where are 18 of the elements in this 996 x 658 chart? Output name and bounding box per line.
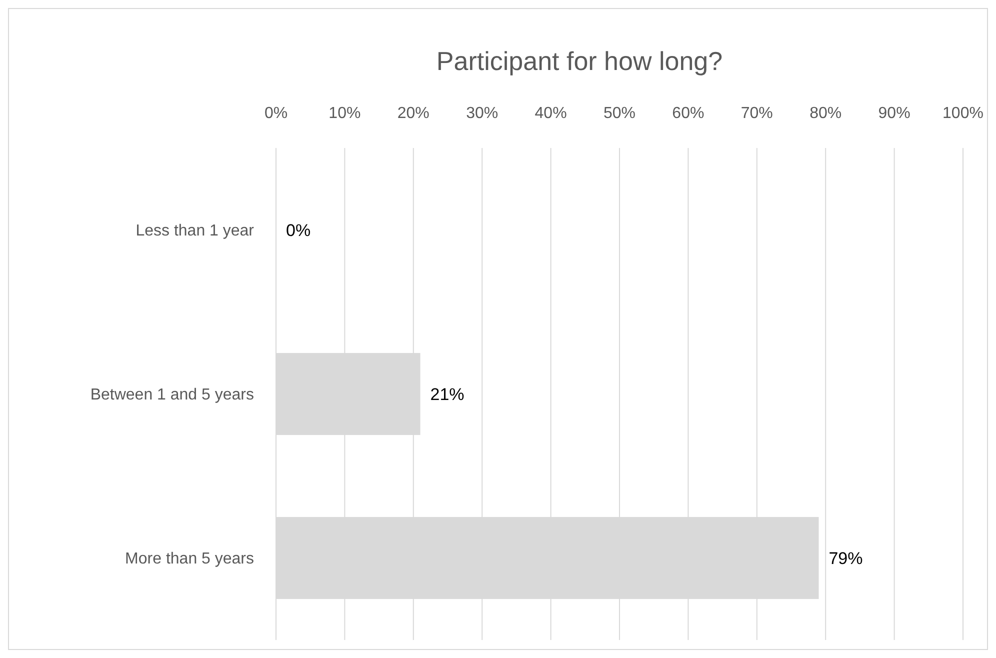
data-label: 0%	[286, 220, 311, 240]
x-tick-label: 40%	[534, 105, 567, 122]
x-tick-label: 90%	[878, 105, 910, 122]
data-label: 21%	[430, 384, 464, 404]
chart-title: Participant for how long?	[436, 46, 723, 76]
x-tick-label: 100%	[942, 105, 984, 122]
x-tick-label: 20%	[397, 105, 430, 122]
x-tick-label: 30%	[466, 105, 498, 122]
x-tick-label: 80%	[810, 105, 842, 122]
x-tick-label: 70%	[740, 105, 773, 122]
x-tick-label: 0%	[264, 105, 288, 122]
y-tick-label: More than 5 years	[125, 550, 254, 568]
y-tick-label: Less than 1 year	[136, 222, 255, 240]
y-tick-label: Between 1 and 5 years	[90, 386, 254, 404]
x-tick-label: 50%	[603, 105, 636, 122]
x-tick-label: 10%	[328, 105, 361, 122]
data-label: 79%	[828, 548, 863, 568]
x-tick-label: 60%	[672, 105, 704, 122]
